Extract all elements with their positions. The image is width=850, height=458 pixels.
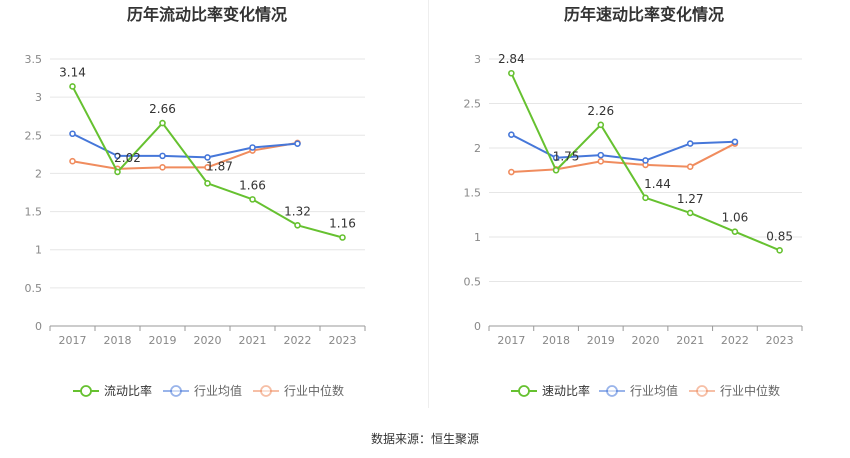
legend-marker-2 bbox=[170, 385, 182, 397]
data-label: 1.87 bbox=[206, 159, 233, 173]
series-point-3 bbox=[597, 158, 605, 165]
series-point-2 bbox=[114, 152, 121, 160]
x-tick-label: 2017 bbox=[497, 334, 525, 347]
series-point-2 bbox=[69, 130, 76, 138]
series-point-1 bbox=[69, 83, 76, 90]
y-tick-label: 0 bbox=[474, 320, 481, 333]
series-point-3 bbox=[69, 157, 76, 165]
data-source-label: 数据来源：恒生聚源 bbox=[370, 432, 479, 446]
legend-marker-2 bbox=[606, 385, 618, 397]
series-point-1 bbox=[339, 234, 346, 241]
series-point-3 bbox=[204, 164, 211, 171]
x-tick-label: 2018 bbox=[542, 334, 570, 347]
legend-label: 流动比率 bbox=[104, 383, 152, 398]
series-point-1 bbox=[597, 121, 605, 129]
chart-1: 历年流动比率变化情况 0 0.5 1 1.5 2 2.5 3 3.5 2017 2018 2019 20… bbox=[25, 5, 366, 398]
data-label: 1.66 bbox=[239, 178, 266, 192]
y-tick-label: 0.5 bbox=[464, 276, 482, 289]
y-tick-label: 1 bbox=[474, 231, 481, 244]
y-tick-label: 0.5 bbox=[25, 282, 43, 295]
series-point-3 bbox=[508, 168, 515, 176]
series-point-2 bbox=[642, 157, 649, 164]
x-tick-label: 2019 bbox=[149, 334, 177, 347]
y-tick-label: 2 bbox=[35, 167, 42, 180]
data-label: 2.26 bbox=[587, 104, 614, 118]
legend-label: 行业中位数 bbox=[720, 383, 780, 398]
data-label: 1.32 bbox=[284, 204, 311, 218]
series-point-1 bbox=[249, 196, 256, 203]
y-tick-label: 0 bbox=[35, 320, 42, 333]
series-point-3 bbox=[159, 164, 166, 171]
chart-title: 历年流动比率变化情况 bbox=[127, 5, 287, 24]
panel-divider bbox=[428, 0, 429, 408]
series-point-2 bbox=[731, 138, 739, 146]
y-tick-label: 2.5 bbox=[25, 129, 43, 142]
series-point-2 bbox=[597, 151, 605, 159]
series-point-1 bbox=[114, 168, 121, 176]
series-point-1 bbox=[294, 222, 301, 229]
series-point-1 bbox=[642, 194, 649, 202]
x-tick-label: 2021 bbox=[239, 334, 267, 347]
y-tick-label: 3 bbox=[474, 53, 481, 66]
y-tick-label: 2 bbox=[474, 142, 481, 155]
series-point-1 bbox=[508, 69, 515, 77]
data-label: 1.44 bbox=[644, 177, 671, 191]
x-tick-label: 2017 bbox=[59, 334, 87, 347]
series-point-3 bbox=[686, 163, 694, 170]
data-label: 1.06 bbox=[722, 211, 749, 225]
data-label: 1.75 bbox=[553, 149, 580, 163]
x-tick-label: 2018 bbox=[104, 334, 132, 347]
legend-marker-1 bbox=[80, 385, 92, 397]
series-point-1 bbox=[204, 180, 211, 187]
series-point-1 bbox=[552, 166, 560, 174]
y-tick-label: 3.5 bbox=[25, 53, 43, 66]
series-point-2 bbox=[159, 152, 166, 160]
series-point-1 bbox=[731, 228, 739, 235]
y-tick-label: 2.5 bbox=[464, 98, 482, 111]
x-tick-label: 2022 bbox=[284, 334, 312, 347]
legend-marker-1 bbox=[518, 385, 530, 397]
y-tick-label: 1.5 bbox=[25, 206, 43, 219]
x-tick-label: 2020 bbox=[632, 334, 660, 347]
data-label: 2.02 bbox=[114, 151, 141, 165]
data-label: 2.66 bbox=[149, 102, 176, 116]
data-label: 1.16 bbox=[329, 217, 356, 231]
x-tick-label: 2022 bbox=[721, 334, 749, 347]
series-point-2 bbox=[686, 140, 694, 147]
legend-label: 行业中位数 bbox=[284, 383, 344, 398]
data-label: 1.27 bbox=[677, 192, 704, 206]
y-tick-label: 3 bbox=[35, 91, 42, 104]
x-tick-label: 2019 bbox=[587, 334, 615, 347]
x-tick-label: 2023 bbox=[329, 334, 357, 347]
series-point-1 bbox=[686, 209, 694, 217]
x-tick-label: 2020 bbox=[194, 334, 222, 347]
data-label: 3.14 bbox=[59, 65, 86, 79]
series-point-1 bbox=[776, 247, 783, 254]
x-tick-label: 2023 bbox=[766, 334, 794, 347]
legend-label: 行业均值 bbox=[194, 383, 242, 398]
legend-label: 速动比率 bbox=[542, 383, 590, 398]
series-point-2 bbox=[249, 144, 256, 151]
x-tick-label: 2021 bbox=[676, 334, 704, 347]
y-tick-label: 1.5 bbox=[464, 187, 482, 200]
chart-title: 历年速动比率变化情况 bbox=[564, 5, 724, 24]
series-point-2 bbox=[552, 154, 560, 162]
chart-2: 历年速动比率变化情况 0 0.5 1 1.5 2 2.5 3 2017 2018 2019 2020 2… bbox=[464, 5, 803, 398]
data-label: 0.85 bbox=[766, 229, 793, 243]
legend-marker-3 bbox=[260, 385, 272, 397]
series-point-2 bbox=[204, 154, 211, 161]
data-label: 2.84 bbox=[498, 52, 525, 66]
series-point-1 bbox=[159, 119, 166, 127]
legend-marker-3 bbox=[696, 385, 708, 397]
legend-label: 行业均值 bbox=[630, 383, 678, 398]
series-point-2 bbox=[508, 131, 515, 138]
y-tick-label: 1 bbox=[35, 244, 42, 257]
series-point-2 bbox=[294, 140, 301, 147]
series-line-2 bbox=[72, 132, 298, 159]
series-line-3 bbox=[72, 141, 298, 170]
